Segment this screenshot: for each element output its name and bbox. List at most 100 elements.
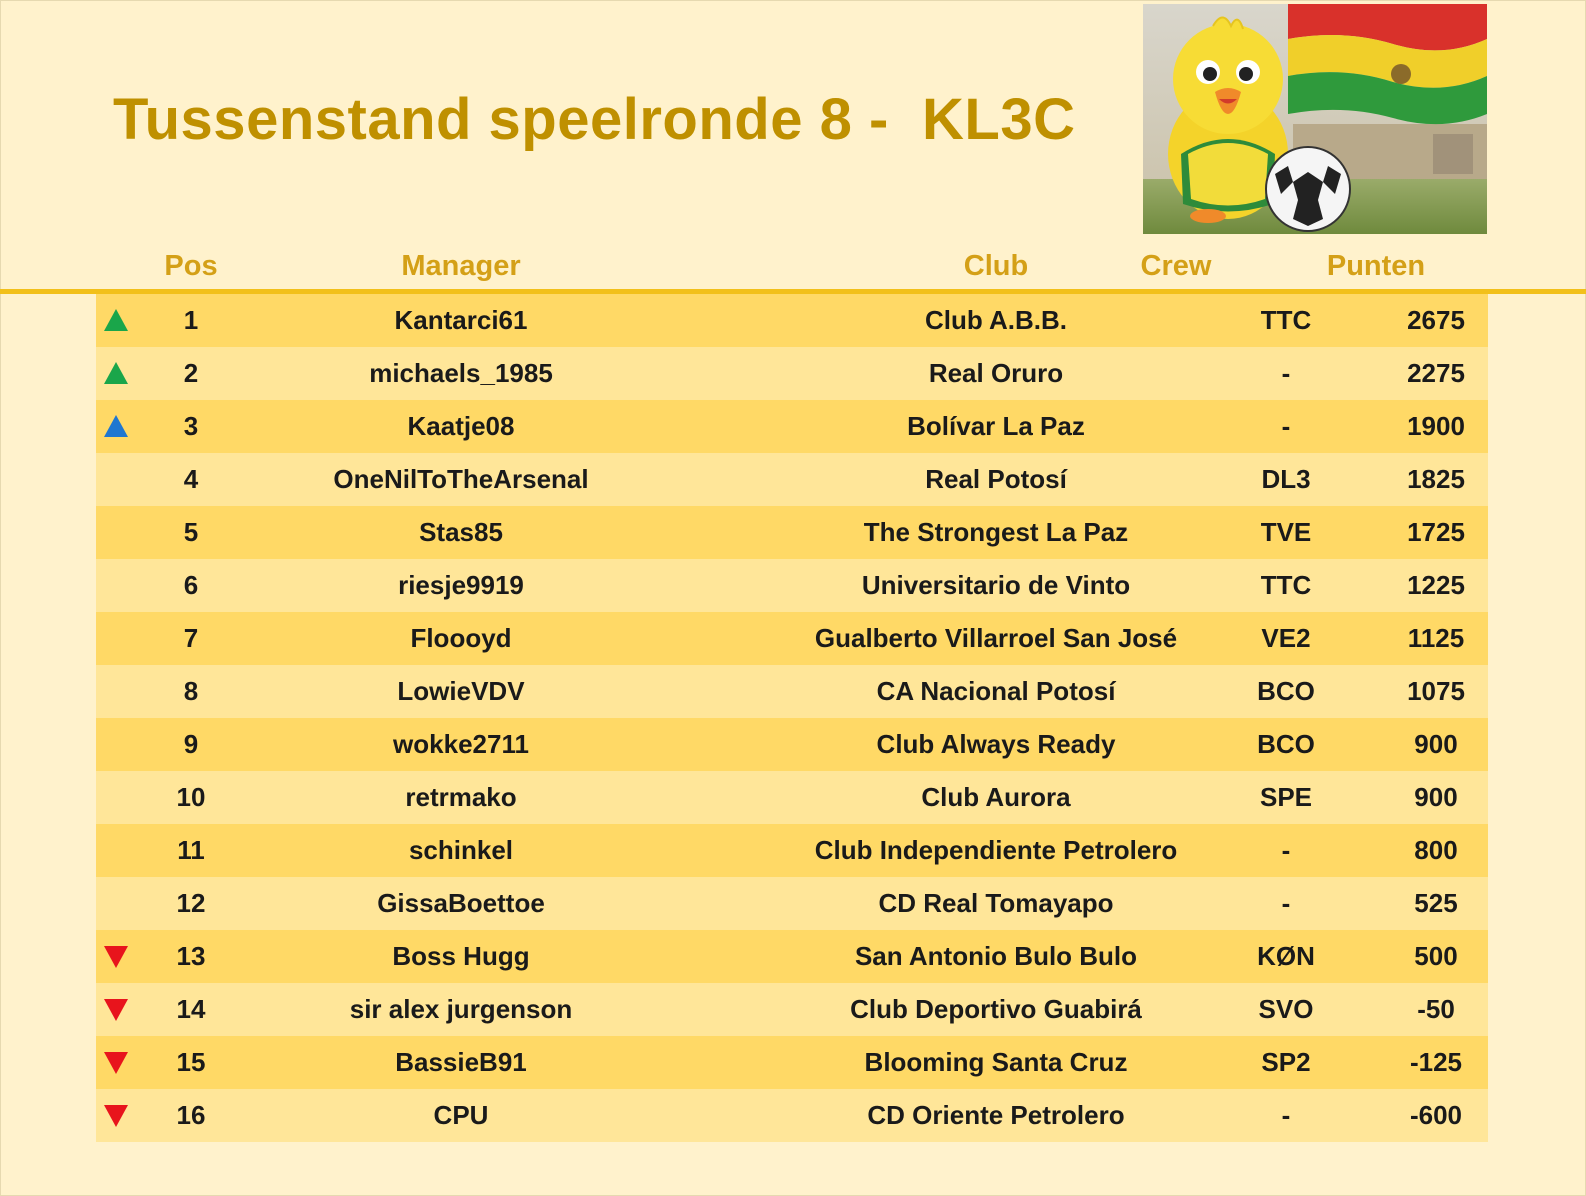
points-cell: 900	[1414, 782, 1458, 812]
points-cell: 1725	[1407, 517, 1465, 547]
trend-cell	[96, 877, 136, 930]
points-cell: 1225	[1407, 570, 1465, 600]
club-cell: CD Real Tomayapo	[878, 888, 1114, 918]
column-header-manager: Manager	[401, 250, 521, 282]
position-cell: 8	[183, 676, 199, 706]
club-cell: Real Potosí	[925, 464, 1067, 494]
crew-cell: TTC	[1260, 305, 1312, 335]
trend-down-icon	[104, 946, 128, 968]
manager-cell: Floooyd	[410, 623, 512, 653]
trend-cell	[96, 1089, 136, 1142]
points-cell: 1125	[1407, 623, 1465, 653]
points-cell: 2675	[1407, 305, 1465, 335]
table-row: 6 riesje9919 Universitario de Vinto TTC 1225	[96, 559, 1488, 612]
crew-cell: -	[1281, 835, 1291, 865]
position-cell: 1	[183, 305, 199, 335]
bird-mascot-icon	[1143, 4, 1487, 234]
position-cell: 9	[183, 729, 199, 759]
manager-cell: sir alex jurgenson	[349, 994, 573, 1024]
position-cell: 10	[176, 782, 206, 812]
table-row: 5 Stas85 The Strongest La Paz TVE 1725	[96, 506, 1488, 559]
trend-cell	[96, 347, 136, 400]
position-cell: 6	[183, 570, 199, 600]
crew-cell: -	[1281, 358, 1291, 388]
column-header-crew: Crew	[1140, 250, 1212, 282]
club-cell: Blooming Santa Cruz	[864, 1047, 1128, 1077]
club-cell: Club Aurora	[921, 782, 1071, 812]
position-cell: 13	[176, 941, 206, 971]
points-cell: 525	[1414, 888, 1458, 918]
points-cell: 800	[1414, 835, 1458, 865]
club-cell: CD Oriente Petrolero	[867, 1100, 1125, 1130]
crew-cell: TVE	[1260, 517, 1312, 547]
crew-cell: TTC	[1260, 570, 1312, 600]
trend-cell	[96, 506, 136, 559]
points-cell: -125	[1409, 1047, 1463, 1077]
table-row: 15 BassieB91 Blooming Santa Cruz SP2 -125	[96, 1036, 1488, 1089]
crew-cell: -	[1281, 1100, 1291, 1130]
position-cell: 15	[176, 1047, 206, 1077]
column-header-pos: Pos	[164, 250, 218, 282]
table-row: 2 michaels_1985 Real Oruro - 2275	[96, 347, 1488, 400]
trend-cell	[96, 983, 136, 1036]
crew-cell: KØN	[1257, 941, 1315, 971]
table-row: 4 OneNilToTheArsenal Real Potosí DL3 1825	[96, 453, 1488, 506]
points-cell: 900	[1414, 729, 1458, 759]
club-cell: Club Independiente Petrolero	[814, 835, 1178, 865]
trend-up-icon	[104, 362, 128, 384]
position-cell: 16	[176, 1100, 206, 1130]
crew-cell: SVO	[1258, 994, 1314, 1024]
standings-table: 1 Kantarci61 Club A.B.B. TTC 2675 2 michaels_1…	[96, 294, 1488, 1142]
manager-cell: Kaatje08	[407, 411, 515, 441]
table-row: 10 retrmako Club Aurora SPE 900	[96, 771, 1488, 824]
crew-cell: BCO	[1257, 729, 1315, 759]
position-cell: 4	[183, 464, 199, 494]
trend-cell	[96, 930, 136, 983]
manager-cell: riesje9919	[398, 570, 524, 600]
trend-up-icon	[104, 415, 128, 437]
points-cell: -50	[1417, 994, 1455, 1024]
position-cell: 2	[183, 358, 199, 388]
club-cell: The Strongest La Paz	[863, 517, 1129, 547]
manager-cell: GissaBoettoe	[377, 888, 545, 918]
crew-cell: SPE	[1259, 782, 1313, 812]
position-cell: 5	[183, 517, 199, 547]
position-cell: 14	[176, 994, 206, 1024]
manager-cell: LowieVDV	[397, 676, 525, 706]
manager-cell: Kantarci61	[394, 305, 528, 335]
page-title: Tussenstand speelronde 8 - KL3C	[113, 87, 1076, 152]
trend-cell	[96, 559, 136, 612]
club-cell: San Antonio Bulo Bulo	[854, 941, 1138, 971]
manager-cell: michaels_1985	[369, 358, 553, 388]
trend-cell	[96, 453, 136, 506]
table-row: 11 schinkel Club Independiente Petrolero - 8…	[96, 824, 1488, 877]
club-cell: CA Nacional Potosí	[876, 676, 1116, 706]
crew-cell: DL3	[1261, 464, 1311, 494]
table-row: 7 Floooyd Gualberto Villarroel San José VE2…	[96, 612, 1488, 665]
trend-cell	[96, 665, 136, 718]
manager-cell: Boss Hugg	[392, 941, 530, 971]
manager-cell: OneNilToTheArsenal	[333, 464, 589, 494]
table-row: 13 Boss Hugg San Antonio Bulo Bulo KØN 500	[96, 930, 1488, 983]
club-cell: Club Deportivo Guabirá	[850, 994, 1142, 1024]
position-cell: 11	[177, 835, 205, 865]
points-cell: 2275	[1407, 358, 1465, 388]
crew-cell: SP2	[1261, 1047, 1311, 1077]
manager-cell: BassieB91	[395, 1047, 527, 1077]
club-cell: Universitario de Vinto	[861, 570, 1131, 600]
position-cell: 7	[183, 623, 199, 653]
table-row: 8 LowieVDV CA Nacional Potosí BCO 1075	[96, 665, 1488, 718]
trend-cell	[96, 612, 136, 665]
points-cell: 1825	[1407, 464, 1465, 494]
trend-down-icon	[104, 1105, 128, 1127]
mascot-illustration	[1143, 4, 1487, 234]
column-header-club: Club	[963, 250, 1029, 282]
crew-cell: -	[1281, 411, 1291, 441]
trend-down-icon	[104, 1052, 128, 1074]
trend-cell	[96, 824, 136, 877]
manager-cell: CPU	[433, 1100, 489, 1130]
column-header-points: Punten	[1326, 250, 1426, 282]
trend-down-icon	[104, 999, 128, 1021]
club-cell: Club A.B.B.	[924, 305, 1068, 335]
club-cell: Bolívar La Paz	[907, 411, 1085, 441]
